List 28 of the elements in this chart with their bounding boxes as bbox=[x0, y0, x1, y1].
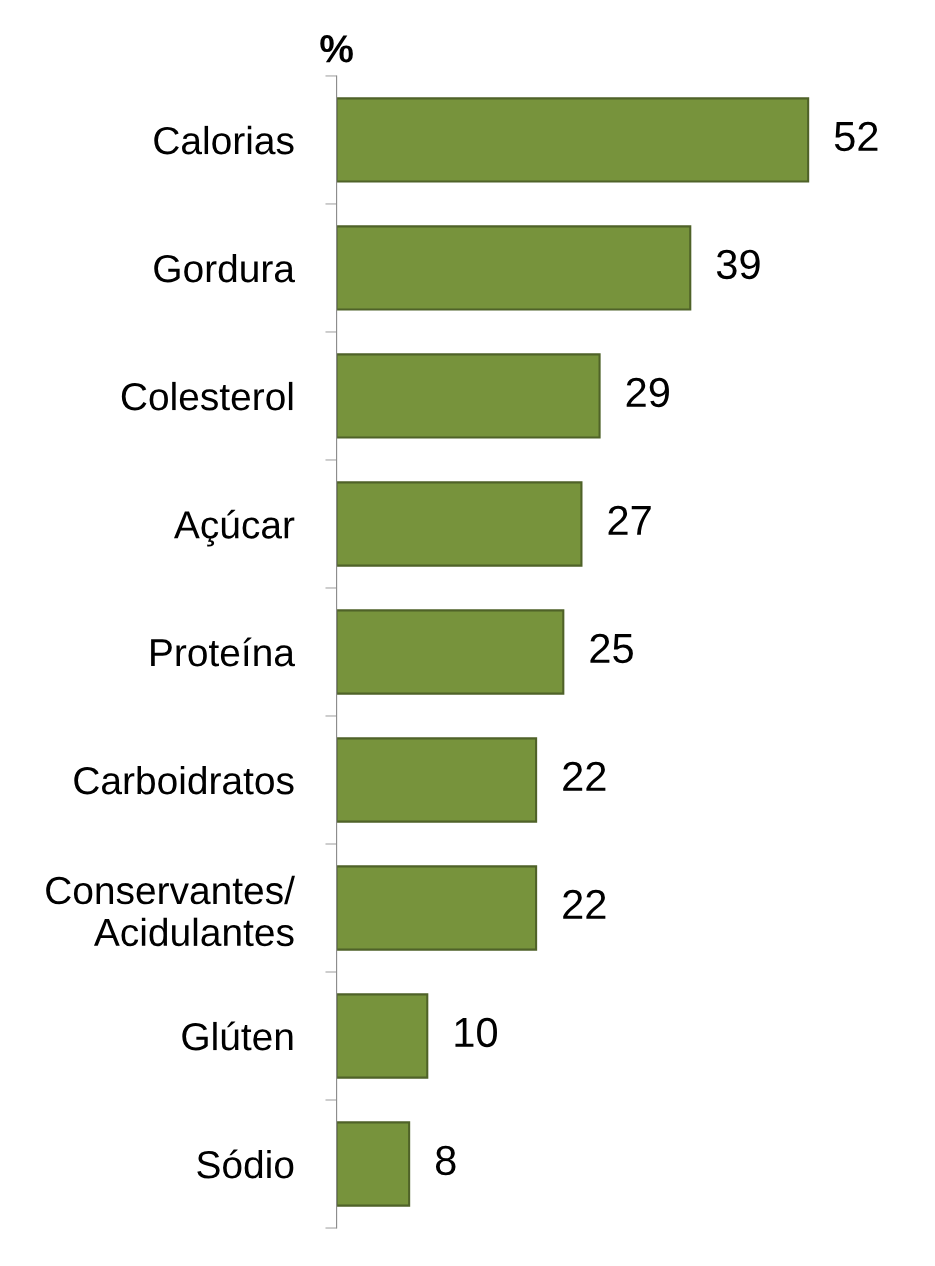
y-tick-label: Açúcar bbox=[173, 509, 295, 547]
data-label: 22 bbox=[563, 889, 606, 919]
data-label: 10 bbox=[455, 1017, 497, 1048]
data-label: 29 bbox=[626, 377, 669, 408]
bar bbox=[336, 865, 538, 951]
bar bbox=[336, 353, 601, 439]
y-tick-label: Conservantes/ Acidulantes bbox=[46, 875, 295, 947]
y-tick-label: Carboidratos bbox=[74, 765, 294, 795]
data-label: 8 bbox=[435, 1145, 456, 1176]
y-tick-label: Sódio bbox=[197, 1149, 294, 1179]
bar bbox=[336, 737, 538, 823]
y-tick-label: Glúten bbox=[182, 1021, 293, 1051]
bar bbox=[336, 1121, 411, 1207]
y-tick-label: Colesterol bbox=[121, 381, 293, 411]
bar bbox=[336, 609, 565, 695]
bar bbox=[336, 481, 583, 567]
y-tick-label: Gordura bbox=[154, 253, 295, 283]
data-label: 52 bbox=[834, 121, 878, 152]
data-label: 22 bbox=[563, 761, 606, 791]
data-label: 39 bbox=[716, 249, 760, 280]
data-label: 25 bbox=[590, 633, 633, 664]
y-tick-label: Calorias bbox=[154, 125, 294, 155]
bar bbox=[336, 97, 810, 183]
bar bbox=[336, 225, 692, 311]
y-tick-label: Proteína bbox=[151, 637, 295, 667]
y-axis-title: % bbox=[320, 35, 353, 63]
data-label: 27 bbox=[608, 505, 651, 535]
bar bbox=[336, 993, 429, 1079]
